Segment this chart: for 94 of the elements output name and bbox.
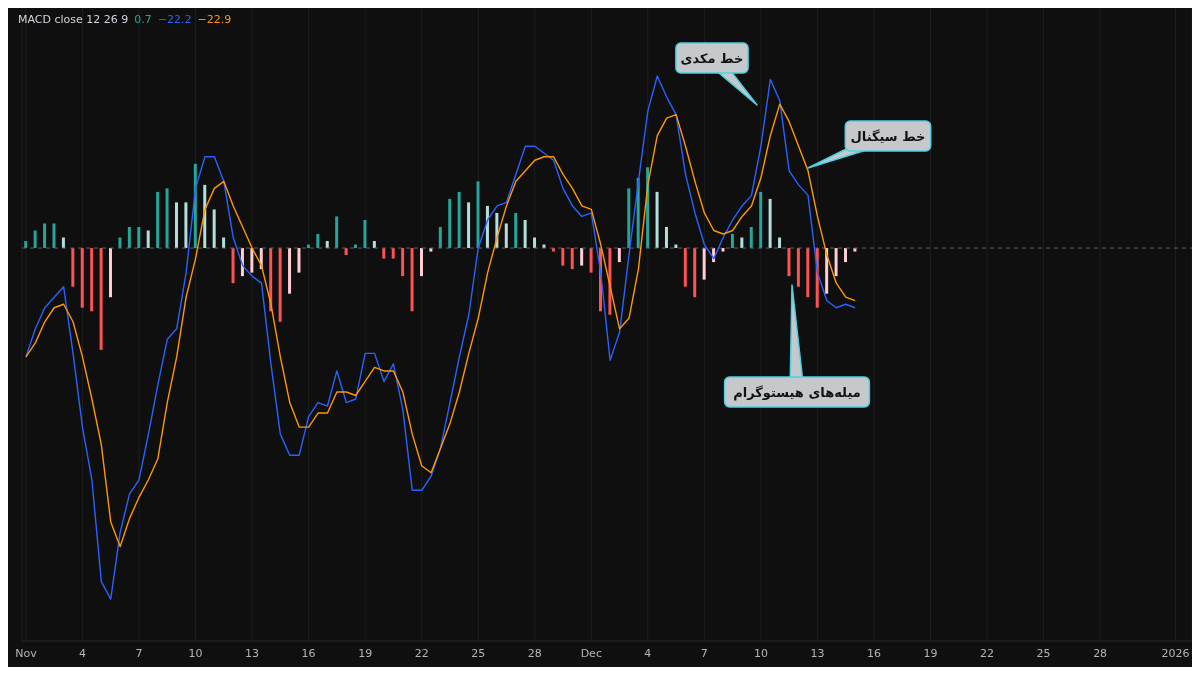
text: −22.9: [197, 13, 232, 26]
bar: [33, 230, 37, 249]
x-tick-label: 13: [810, 646, 825, 660]
bar: [391, 248, 395, 259]
bar: [787, 248, 791, 277]
bar: [778, 237, 782, 249]
bar: [335, 216, 339, 249]
text: 0.7: [134, 13, 152, 26]
bar: [759, 191, 763, 249]
annotation: میله‌های هیستوگرام: [733, 385, 861, 401]
x-tick-label: Dec: [580, 646, 602, 660]
bar: [768, 198, 772, 249]
annotation: خط سیگنال: [850, 129, 926, 144]
bar: [702, 248, 706, 280]
bar: [71, 248, 75, 287]
bar: [43, 223, 47, 249]
bar: [683, 248, 687, 287]
bar: [721, 248, 725, 252]
bar: [52, 223, 56, 249]
bar: [740, 237, 744, 249]
bar: [476, 181, 480, 249]
bar: [184, 202, 188, 249]
bar: [730, 234, 734, 249]
x-tick-label: 13: [245, 646, 260, 660]
bar: [288, 248, 292, 294]
bar: [514, 212, 518, 249]
bar: [231, 248, 235, 284]
callout: خط مکدی: [675, 42, 758, 106]
bar: [655, 191, 659, 249]
bar: [80, 248, 84, 308]
bar: [796, 248, 800, 287]
bar: [156, 191, 160, 249]
x-tick-label: 28: [527, 646, 542, 660]
x-tick-label: 4: [78, 646, 86, 660]
bar: [438, 226, 442, 249]
bar: [165, 188, 169, 249]
bar: [382, 248, 386, 259]
bar: [806, 248, 810, 298]
bar: [523, 219, 527, 249]
bar: [203, 184, 207, 249]
bar: [570, 248, 574, 270]
x-tick-label: 28: [1093, 646, 1108, 660]
x-tick-label: 16: [301, 646, 316, 660]
bar: [401, 248, 405, 277]
bar: [109, 248, 113, 298]
x-tick-label: 4: [644, 646, 652, 660]
bar: [457, 191, 461, 249]
bar: [589, 248, 593, 273]
bar: [137, 226, 141, 249]
bar: [617, 248, 621, 263]
text: −22.2: [157, 13, 192, 26]
bar: [844, 248, 847, 263]
bar: [250, 248, 254, 273]
bar: [467, 202, 471, 249]
bar: [580, 248, 584, 266]
x-tick-label: 10: [753, 646, 768, 660]
bar: [297, 248, 301, 273]
bar: [561, 248, 565, 266]
bar: [146, 230, 150, 249]
x-tick-label: 22: [980, 646, 995, 660]
x-tick-label: 2026: [1161, 646, 1190, 660]
bar: [344, 248, 348, 256]
bar: [278, 248, 282, 322]
bar: [749, 226, 753, 249]
bar: [174, 202, 178, 249]
bar: [693, 248, 697, 298]
bar: [448, 198, 452, 249]
bar: [212, 209, 216, 249]
x-tick-label: 22: [414, 646, 429, 660]
bar: [99, 248, 103, 350]
bar: [627, 188, 631, 249]
x-tick-label: 7: [135, 646, 143, 660]
x-tick-label: 19: [923, 646, 938, 660]
x-tick-label: 25: [1036, 646, 1051, 660]
bar: [127, 226, 131, 249]
bar: [24, 241, 28, 249]
bar: [410, 248, 414, 312]
bar: [363, 219, 367, 249]
x-tick-label: Nov: [15, 646, 38, 660]
x-tick-label: 10: [188, 646, 203, 660]
x-tick-label: 19: [358, 646, 373, 660]
callout: میله‌های هیستوگرام: [723, 284, 871, 408]
bar: [834, 248, 838, 277]
bar: [316, 234, 320, 249]
bar: [372, 241, 376, 249]
x-tick-label: 25: [471, 646, 486, 660]
bar: [90, 248, 94, 312]
chart-title: MACD close 12 26 9: [18, 13, 129, 26]
x-tick-label: 7: [700, 646, 708, 660]
callout: خط سیگنال: [807, 120, 932, 169]
bar: [504, 223, 508, 249]
bar: [419, 248, 423, 277]
bar: [664, 226, 668, 249]
x-tick-label: 16: [866, 646, 881, 660]
